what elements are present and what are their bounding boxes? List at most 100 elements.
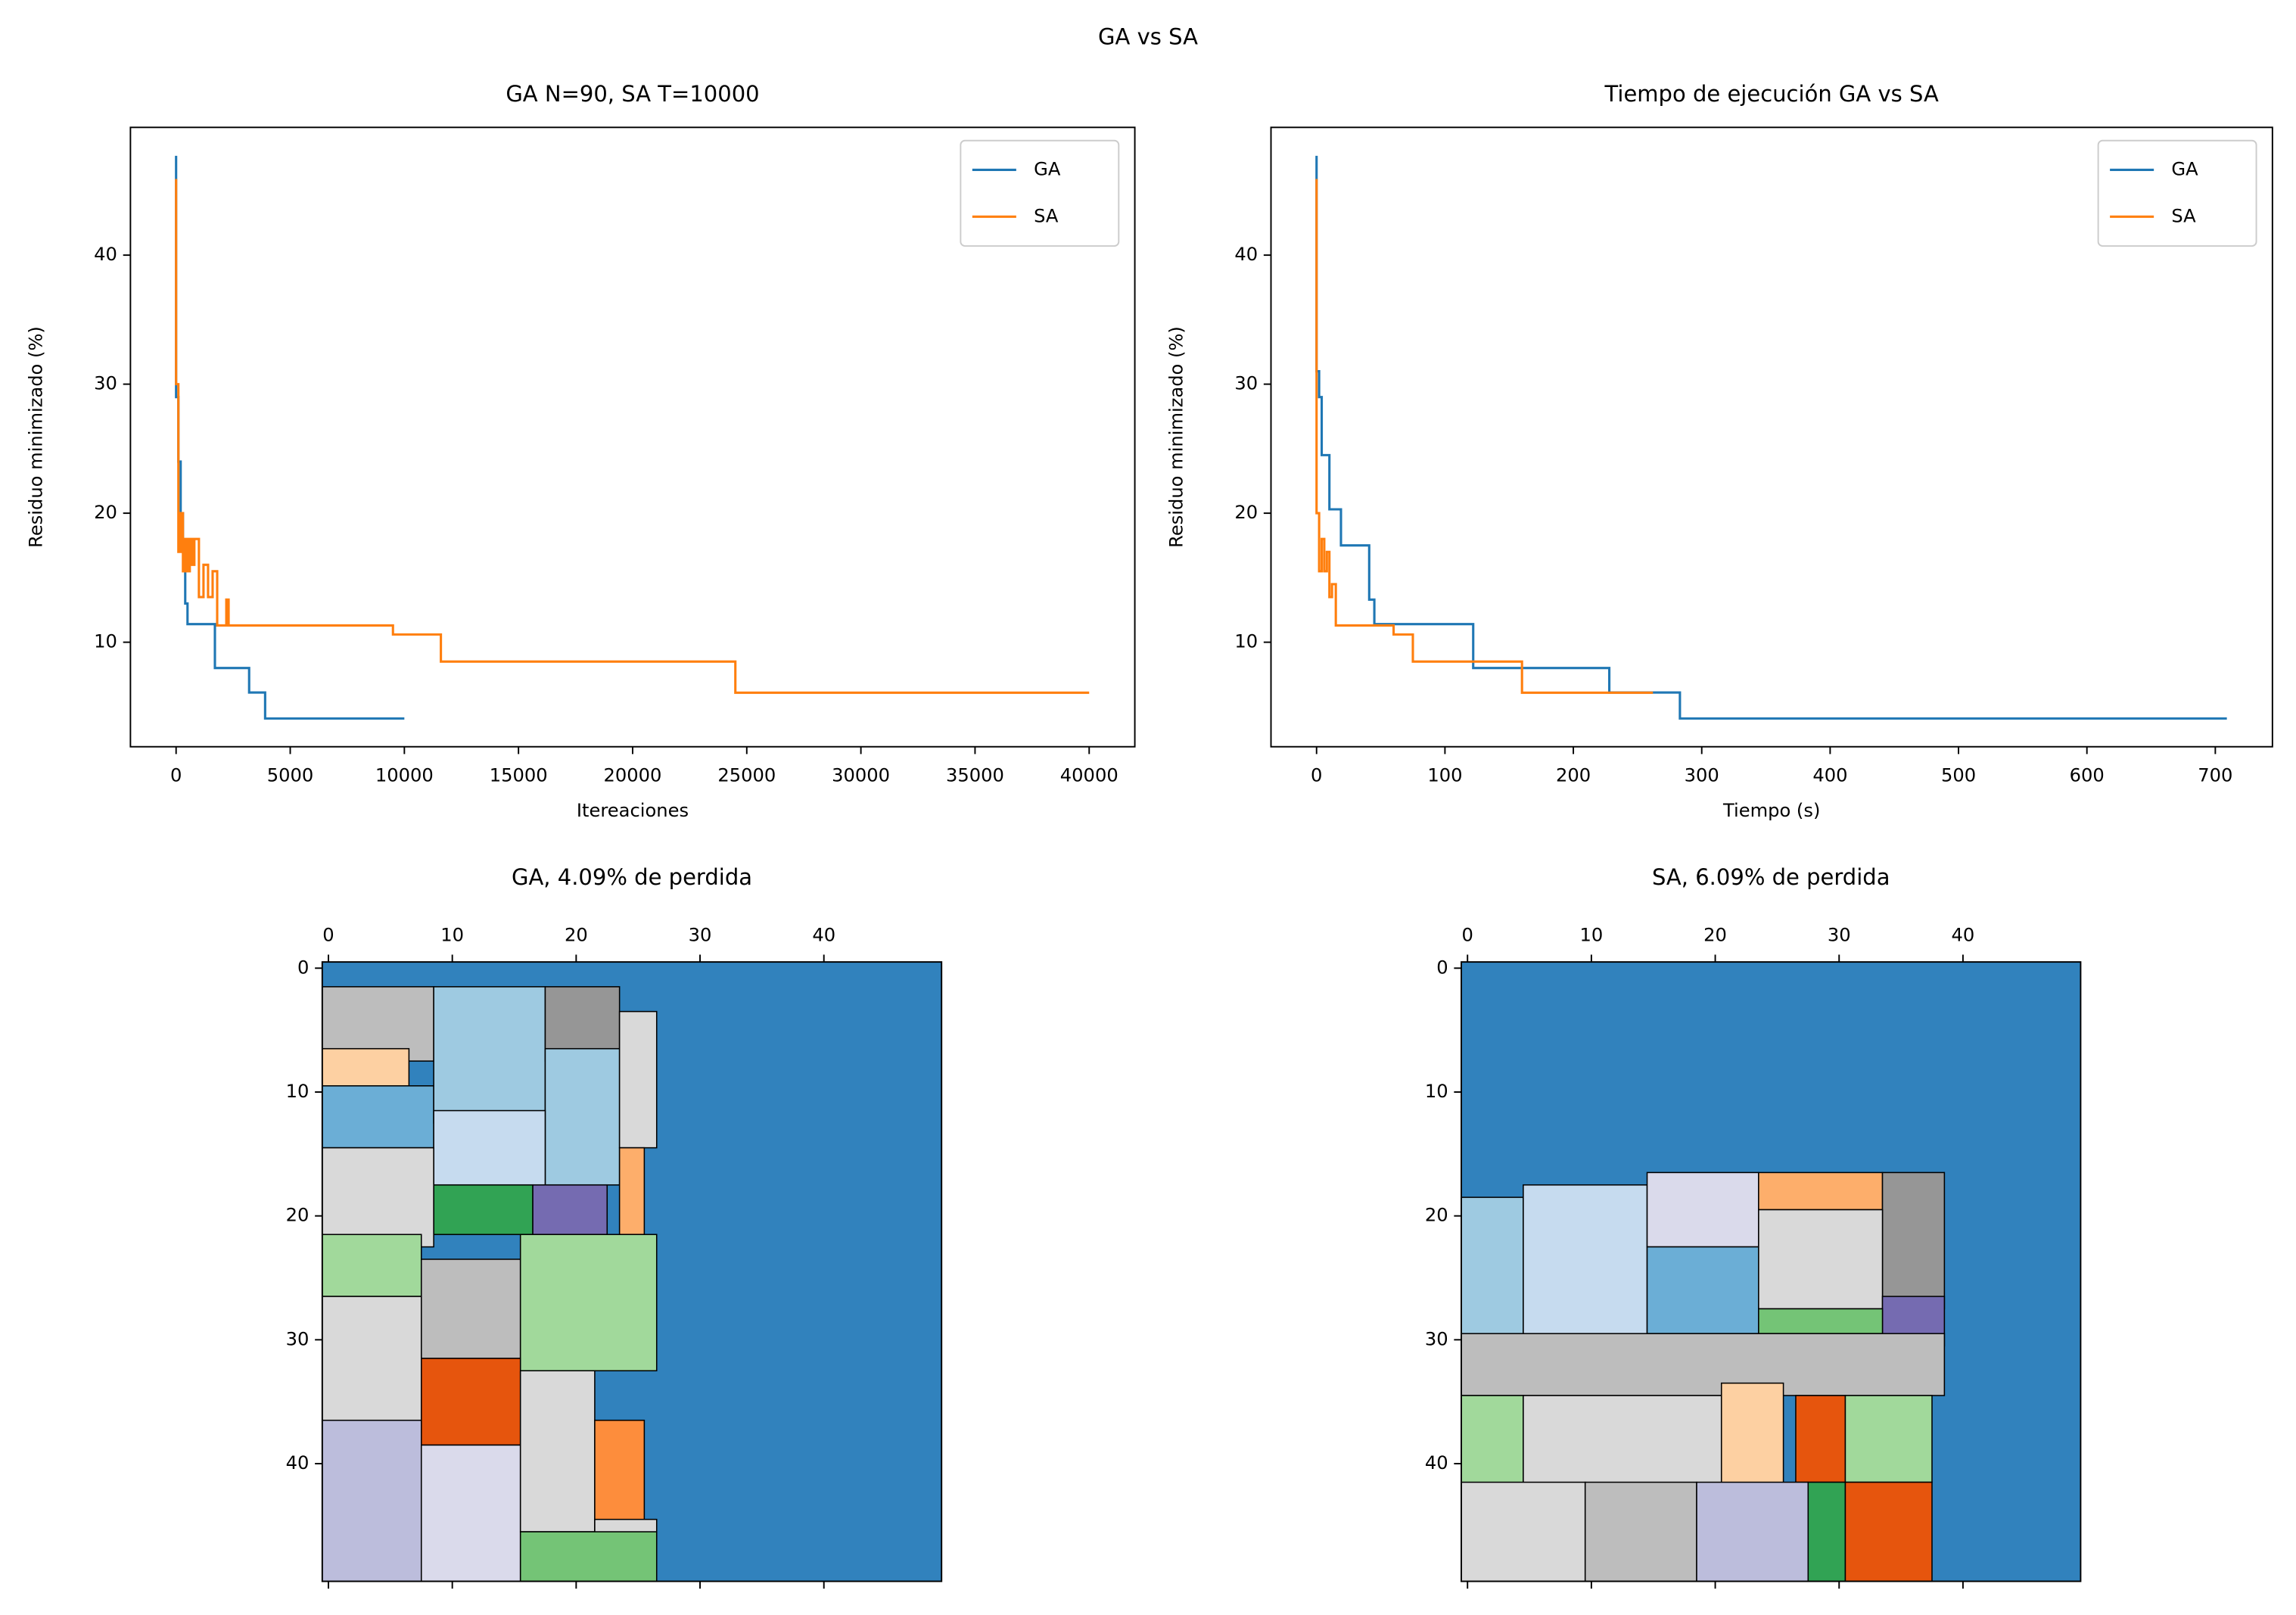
axes-title: Tiempo de ejecución GA vs SA [1604,81,1939,107]
x-tick-label: 700 [2198,764,2232,786]
piece [1881,1172,1946,1310]
y-tick-label: 0 [297,957,309,978]
x-tick-label: 30 [689,924,712,945]
y-tick-label: 40 [94,244,117,265]
y-tick-label: 0 [1436,957,1448,978]
piece [1461,1395,1524,1495]
legend-label: GA [2171,158,2198,179]
piece [1584,1481,1697,1582]
x-tick-label: 300 [1685,764,1719,786]
piece [1844,1395,1933,1483]
x-tick-label: 15000 [490,764,548,786]
piece [322,1419,422,1582]
piece [1758,1209,1884,1310]
axes-title: SA, 6.09% de perdida [1652,864,1890,890]
piece [1758,1308,1884,1334]
y-tick-label: 10 [1425,1081,1448,1102]
x-axis-label: Itereaciones [577,800,689,821]
piece [420,1358,521,1446]
piece [1523,1395,1722,1495]
axes-frame [321,961,943,1582]
piece [1461,1196,1524,1347]
x-tick-label: 500 [1941,764,1976,786]
piece [322,1147,434,1248]
axes: Tiempo de ejecución GA vs SA Tiempo (s) Re… [1166,81,2273,821]
y-tick-label: 30 [94,373,117,394]
y-axis-label: Residuo minimizado (%) [1166,326,1187,548]
piece [433,1184,534,1235]
x-tick-label: 0 [170,764,182,786]
piece [1758,1172,1884,1211]
x-tick-label: 35000 [946,764,1004,786]
piece [1696,1481,1809,1582]
y-tick-label: 40 [1425,1452,1448,1473]
piece [1461,1481,1586,1582]
piece [594,1419,646,1533]
axes: GA N=90, SA T=10000 Itereaciones Residuo m… [26,81,1136,821]
axes-title: GA N=90, SA T=10000 [506,81,759,107]
legend-box [960,139,1120,247]
piece [433,1109,546,1186]
y-tick-label: 30 [286,1328,310,1349]
x-tick-label: 25000 [717,764,776,786]
piece [1720,1382,1784,1495]
y-tick-label: 20 [1234,502,1258,523]
piece [519,1370,596,1533]
axes-frame [129,126,1136,748]
piece [1795,1395,1846,1483]
x-tick-label: 40 [812,924,835,945]
x-tick-label: 10 [440,924,464,945]
y-tick-label: 40 [1234,244,1258,265]
piece [1461,1333,1946,1396]
legend-label: GA [1034,158,1061,179]
piece [322,1085,434,1149]
y-tick-label: 40 [286,1452,310,1473]
x-tick-label: 30 [1828,924,1851,945]
x-tick-label: 10000 [375,764,434,786]
piece [1523,1184,1648,1347]
piece [519,1234,658,1372]
y-tick-label: 30 [1425,1328,1448,1349]
axes: GA, 4.09% de perdida 0 10 20 30 40 0 10 20 30 40 [286,864,943,1589]
y-tick-label: 20 [94,502,117,523]
y-axis-label: Residuo minimizado (%) [26,326,47,548]
piece [1646,1172,1759,1248]
piece [618,1010,658,1149]
x-tick-label: 20 [1703,924,1727,945]
x-tick-label: 5000 [267,764,314,786]
legend-label: SA [2171,205,2196,226]
axes-frame [1270,126,2273,748]
series-line [1315,155,2227,720]
legend-label: SA [1034,205,1059,226]
axes: SA, 6.09% de perdida 0 10 20 30 40 0 10 20 30 40 [1425,864,2082,1589]
y-tick-label: 10 [1234,631,1258,652]
x-tick-label: 10 [1580,924,1604,945]
x-tick-label: 400 [1812,764,1847,786]
axes-title: GA, 4.09% de perdida [512,864,752,890]
piece [544,1047,621,1186]
legend-box [2097,139,2257,247]
y-tick-label: 30 [1234,373,1258,394]
piece [420,1259,521,1359]
figure-title: GA vs SA [1098,23,1198,49]
series-line [175,179,1090,694]
x-tick-label: 0 [1311,764,1322,786]
piece [433,986,546,1124]
x-axis-label: Tiempo (s) [1722,800,1820,821]
x-tick-label: 40 [1952,924,1975,945]
piece [322,1296,422,1433]
x-tick-label: 600 [2070,764,2105,786]
piece [519,1531,658,1582]
y-tick-label: 20 [1425,1205,1448,1226]
x-tick-label: 40000 [1060,764,1118,786]
x-tick-label: 20 [565,924,588,945]
x-tick-label: 0 [322,924,334,945]
piece [532,1184,608,1235]
x-tick-label: 20000 [604,764,662,786]
x-tick-label: 0 [1462,924,1473,945]
y-tick-label: 10 [94,631,117,652]
y-tick-label: 20 [286,1205,310,1226]
piece [1646,1246,1759,1334]
x-tick-label: 200 [1556,764,1591,786]
